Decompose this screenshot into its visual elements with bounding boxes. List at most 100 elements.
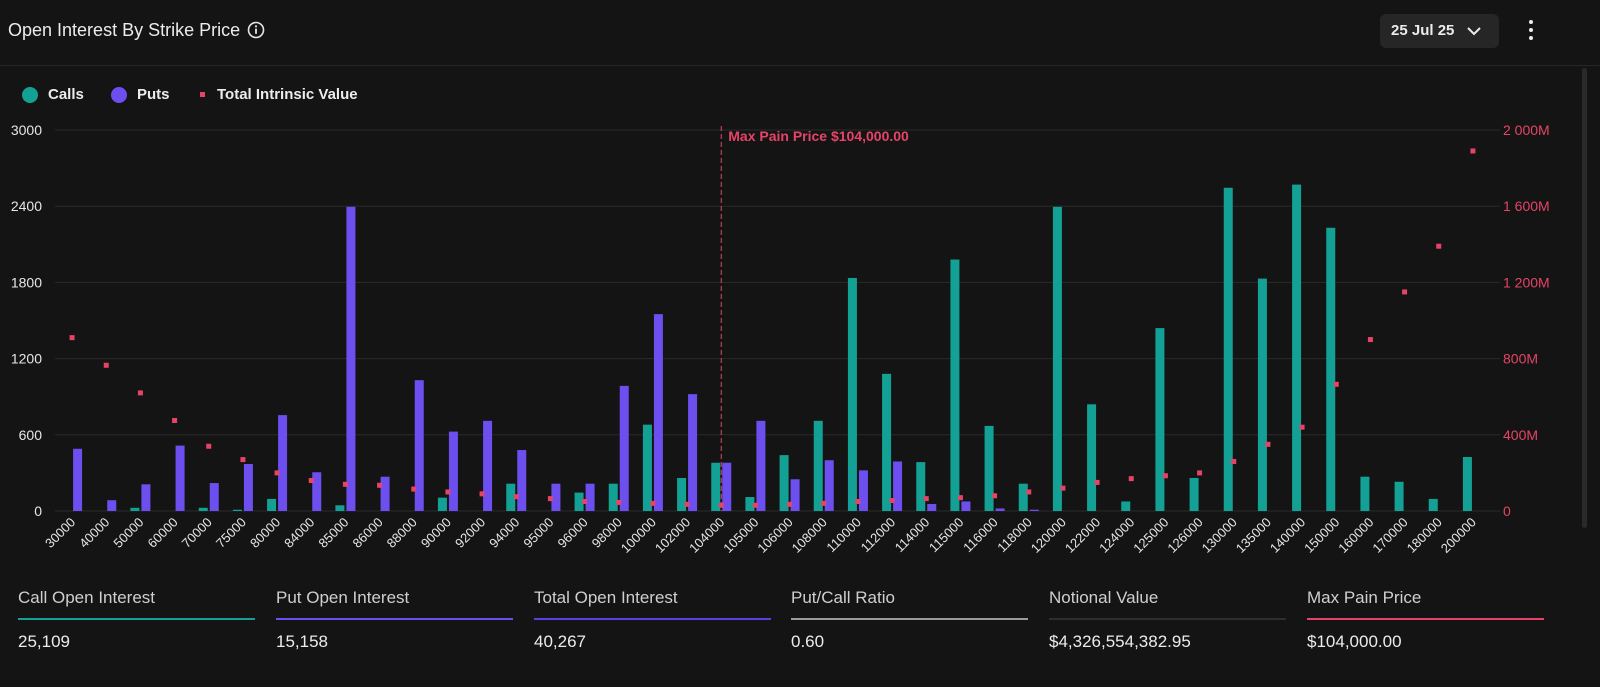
x-tick-label: 104000 — [686, 515, 727, 556]
stat-underline — [534, 618, 771, 620]
intrinsic-value-marker — [1094, 479, 1100, 485]
call-bar — [1121, 501, 1131, 511]
info-icon[interactable] — [247, 21, 265, 39]
x-tick-label: 122000 — [1062, 515, 1103, 556]
stat-put-open-interest: Put Open Interest 15,158 — [276, 588, 513, 652]
y2-tick-label: 800M — [1503, 351, 1538, 367]
call-bar — [1087, 404, 1097, 511]
intrinsic-value-marker — [103, 362, 109, 368]
x-tick-label: 130000 — [1199, 515, 1240, 556]
x-tick-label: 96000 — [555, 515, 591, 551]
stat-value: $104,000.00 — [1307, 632, 1402, 651]
x-tick-label: 124000 — [1096, 515, 1137, 556]
intrinsic-value-marker — [1197, 470, 1203, 476]
call-bar — [1428, 498, 1438, 511]
stat-label: Notional Value — [1049, 588, 1159, 607]
put-bar — [790, 479, 800, 511]
x-tick-label: 120000 — [1028, 515, 1069, 556]
y-tick-label: 2400 — [11, 198, 42, 214]
call-bar — [813, 420, 823, 511]
stat-value: $4,326,554,382.95 — [1049, 632, 1191, 651]
intrinsic-value-marker — [1265, 441, 1271, 447]
intrinsic-value-marker — [377, 482, 383, 488]
x-tick-label: 118000 — [994, 515, 1035, 556]
call-bar — [677, 477, 687, 511]
legend-marker-intrinsic — [200, 92, 205, 97]
put-bar — [858, 470, 868, 511]
legend-item-puts[interactable]: Puts — [111, 86, 170, 103]
put-bar — [107, 500, 117, 511]
intrinsic-value-marker — [650, 500, 656, 506]
stat-put-call-ratio: Put/Call Ratio 0.60 — [791, 588, 1028, 652]
call-bar — [574, 492, 584, 511]
intrinsic-value-marker — [308, 478, 314, 484]
x-tick-label: 108000 — [789, 515, 830, 556]
call-bar — [779, 455, 789, 511]
legend-label-calls: Calls — [48, 86, 84, 103]
date-selector[interactable]: 25 Jul 25 — [1380, 14, 1499, 48]
stats-row: Call Open Interest 25,109 Put Open Inter… — [18, 588, 1544, 658]
call-bar — [1189, 477, 1199, 511]
y-tick-label: 1800 — [11, 274, 42, 290]
intrinsic-value-marker — [1367, 337, 1373, 343]
legend-marker-puts — [111, 86, 127, 103]
put-bar — [243, 464, 253, 511]
call-bar — [711, 462, 721, 511]
put-bar — [1029, 509, 1039, 511]
more-options-icon[interactable] — [1520, 16, 1542, 46]
call-bar — [1394, 481, 1404, 511]
intrinsic-value-marker — [616, 499, 622, 505]
stat-underline — [276, 618, 513, 620]
put-bar — [619, 385, 629, 511]
x-tick-label: 90000 — [418, 515, 454, 551]
chevron-down-icon — [1467, 27, 1481, 36]
x-tick-label: 126000 — [1164, 515, 1205, 556]
legend-item-calls[interactable]: Calls — [22, 86, 84, 103]
put-bar — [312, 472, 322, 511]
intrinsic-value-marker — [1162, 473, 1168, 479]
legend-item-intrinsic[interactable]: Total Intrinsic Value — [200, 86, 358, 103]
put-bar — [551, 483, 561, 511]
x-tick-label: 135000 — [1233, 515, 1274, 556]
call-bar — [984, 425, 994, 511]
x-tick-label: 200000 — [1438, 515, 1479, 556]
call-bar — [916, 462, 926, 511]
put-bar — [756, 420, 766, 511]
put-bar — [209, 483, 219, 511]
x-tick-label: 160000 — [1335, 515, 1376, 556]
put-bar — [483, 420, 493, 511]
put-bar — [414, 380, 424, 511]
scrollbar[interactable] — [1582, 68, 1587, 528]
x-tick-label: 105000 — [720, 515, 761, 556]
stat-label: Put Open Interest — [276, 588, 410, 607]
put-bar — [995, 508, 1005, 511]
put-bar — [824, 460, 834, 511]
x-tick-label: 40000 — [76, 515, 112, 551]
x-tick-label: 94000 — [486, 515, 522, 551]
intrinsic-value-marker — [274, 470, 280, 476]
x-tick-label: 95000 — [520, 515, 556, 551]
put-bar — [175, 445, 185, 511]
intrinsic-value-marker — [137, 390, 143, 396]
intrinsic-value-marker — [172, 418, 178, 424]
stat-label: Total Open Interest — [534, 588, 678, 607]
stat-max-pain-price: Max Pain Price $104,000.00 — [1307, 588, 1544, 652]
x-tick-label: 116000 — [960, 515, 1001, 556]
call-bar — [1155, 328, 1165, 511]
legend-marker-calls — [22, 86, 38, 103]
call-bar — [130, 507, 140, 511]
call-bar — [882, 373, 892, 511]
call-bar — [847, 277, 857, 511]
legend-label-puts: Puts — [137, 86, 170, 103]
intrinsic-value-marker — [855, 498, 861, 504]
x-tick-label: 100000 — [618, 515, 659, 556]
put-bar — [141, 484, 151, 511]
call-bar — [437, 497, 447, 511]
x-tick-label: 112000 — [858, 515, 899, 556]
intrinsic-value-marker — [821, 500, 827, 506]
intrinsic-value-marker — [1060, 485, 1066, 491]
call-bar — [608, 483, 618, 511]
call-bar — [232, 509, 242, 511]
x-tick-label: 92000 — [452, 515, 488, 551]
x-tick-label: 84000 — [281, 515, 317, 551]
